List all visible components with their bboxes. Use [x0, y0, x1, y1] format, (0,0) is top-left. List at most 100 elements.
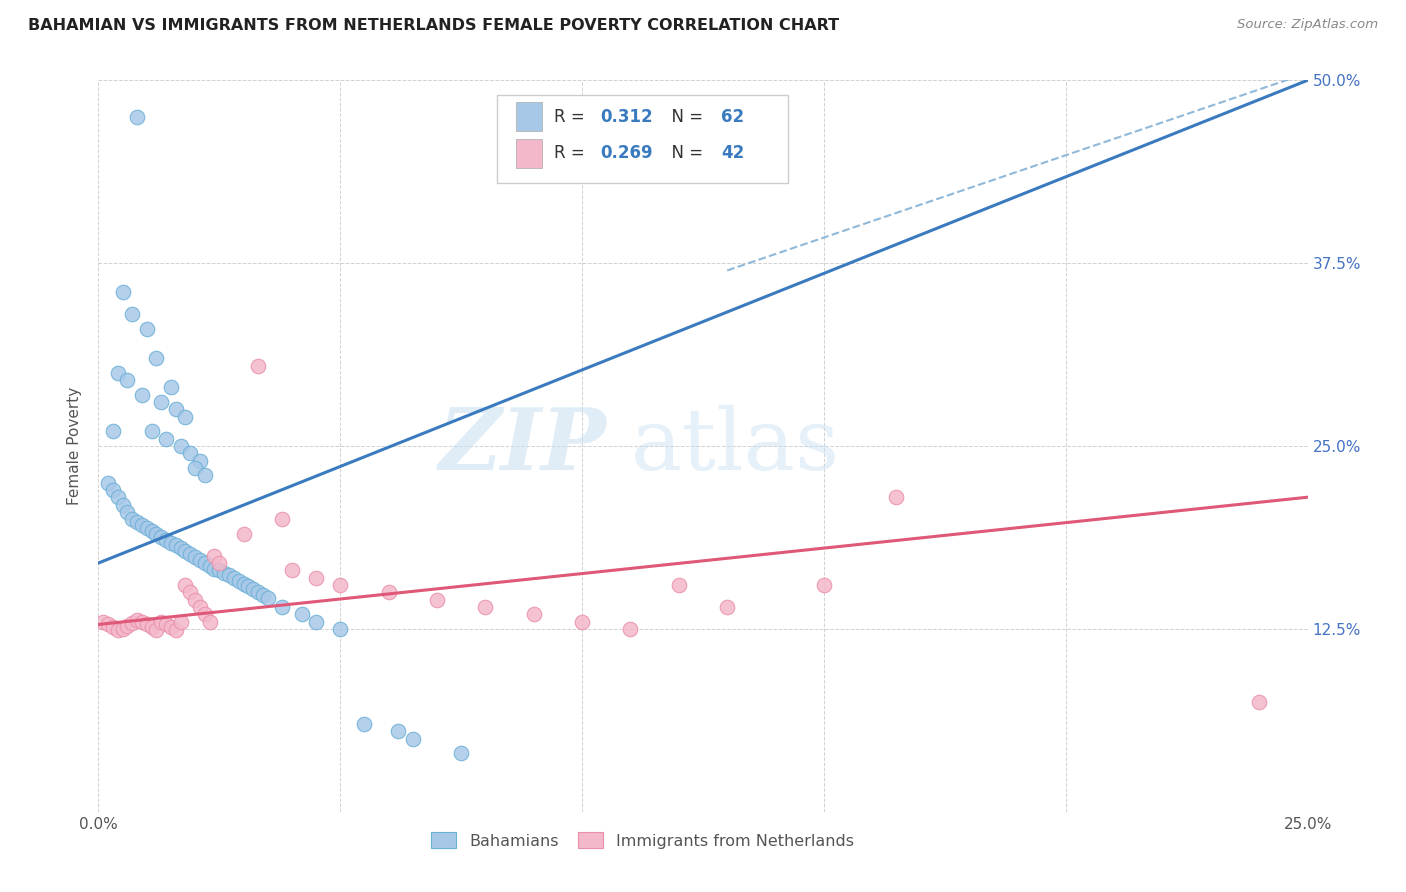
- Point: [141, 620, 163, 634]
- Point: [169, 541, 191, 556]
- Point: [247, 359, 270, 373]
- Point: [426, 592, 449, 607]
- Point: [305, 615, 328, 629]
- Point: [117, 619, 139, 633]
- Point: [305, 571, 328, 585]
- Point: [184, 592, 207, 607]
- Text: Source: ZipAtlas.com: Source: ZipAtlas.com: [1237, 18, 1378, 31]
- Point: [145, 624, 167, 638]
- Point: [111, 285, 134, 300]
- Point: [150, 395, 173, 409]
- Point: [198, 615, 221, 629]
- Point: [91, 615, 114, 629]
- Point: [174, 544, 197, 558]
- Point: [174, 578, 197, 592]
- Point: [150, 615, 173, 629]
- Text: 42: 42: [721, 145, 744, 162]
- Point: [135, 322, 157, 336]
- Point: [169, 439, 191, 453]
- Point: [160, 535, 183, 549]
- Point: [184, 461, 207, 475]
- Point: [271, 512, 294, 526]
- Point: [184, 550, 207, 565]
- Point: [121, 307, 143, 321]
- Point: [232, 526, 254, 541]
- Point: [165, 624, 187, 638]
- Point: [111, 498, 134, 512]
- Point: [135, 521, 157, 535]
- Point: [252, 588, 274, 602]
- Text: BAHAMIAN VS IMMIGRANTS FROM NETHERLANDS FEMALE POVERTY CORRELATION CHART: BAHAMIAN VS IMMIGRANTS FROM NETHERLANDS …: [28, 18, 839, 33]
- Text: atlas: atlas: [630, 404, 839, 488]
- Point: [523, 607, 546, 622]
- Point: [886, 490, 908, 504]
- Point: [290, 607, 312, 622]
- Point: [117, 505, 139, 519]
- Point: [450, 746, 472, 760]
- Text: N =: N =: [661, 145, 709, 162]
- Point: [188, 599, 211, 614]
- Point: [353, 717, 375, 731]
- Point: [117, 373, 139, 387]
- Point: [188, 553, 211, 567]
- Point: [194, 556, 217, 570]
- Text: 62: 62: [721, 108, 744, 126]
- Point: [127, 110, 149, 124]
- Text: 0.312: 0.312: [600, 108, 652, 126]
- Point: [247, 585, 270, 599]
- Point: [571, 615, 593, 629]
- Point: [232, 576, 254, 591]
- Point: [131, 518, 153, 533]
- Legend: Bahamians, Immigrants from Netherlands: Bahamians, Immigrants from Netherlands: [425, 826, 860, 855]
- Text: R =: R =: [554, 108, 591, 126]
- Point: [179, 547, 201, 561]
- Point: [145, 351, 167, 366]
- Point: [329, 622, 352, 636]
- Point: [204, 562, 226, 576]
- Point: [131, 388, 153, 402]
- Point: [271, 599, 294, 614]
- Point: [377, 585, 399, 599]
- Point: [208, 563, 231, 577]
- Point: [101, 483, 124, 497]
- Point: [198, 558, 221, 573]
- Point: [188, 453, 211, 467]
- Text: N =: N =: [661, 108, 709, 126]
- Point: [121, 512, 143, 526]
- FancyBboxPatch shape: [516, 103, 543, 131]
- Point: [97, 475, 120, 490]
- Point: [145, 526, 167, 541]
- Point: [165, 402, 187, 417]
- Point: [101, 425, 124, 439]
- Point: [619, 622, 641, 636]
- Point: [1249, 695, 1271, 709]
- Point: [174, 409, 197, 424]
- Point: [101, 620, 124, 634]
- Point: [222, 571, 245, 585]
- Text: R =: R =: [554, 145, 591, 162]
- Text: ZIP: ZIP: [439, 404, 606, 488]
- Point: [135, 617, 157, 632]
- Point: [107, 624, 129, 638]
- Point: [716, 599, 738, 614]
- Point: [141, 425, 163, 439]
- Point: [281, 563, 304, 577]
- Point: [155, 432, 177, 446]
- Point: [402, 731, 425, 746]
- Point: [160, 380, 183, 394]
- Point: [212, 566, 235, 581]
- Point: [194, 468, 217, 483]
- Point: [813, 578, 835, 592]
- Point: [127, 515, 149, 529]
- Point: [256, 591, 278, 606]
- Point: [150, 530, 173, 544]
- FancyBboxPatch shape: [516, 139, 543, 168]
- Point: [387, 724, 409, 739]
- Point: [165, 539, 187, 553]
- Text: 0.269: 0.269: [600, 145, 652, 162]
- Point: [155, 617, 177, 632]
- Point: [238, 579, 260, 593]
- Point: [228, 574, 250, 588]
- Point: [242, 582, 264, 597]
- FancyBboxPatch shape: [498, 95, 787, 183]
